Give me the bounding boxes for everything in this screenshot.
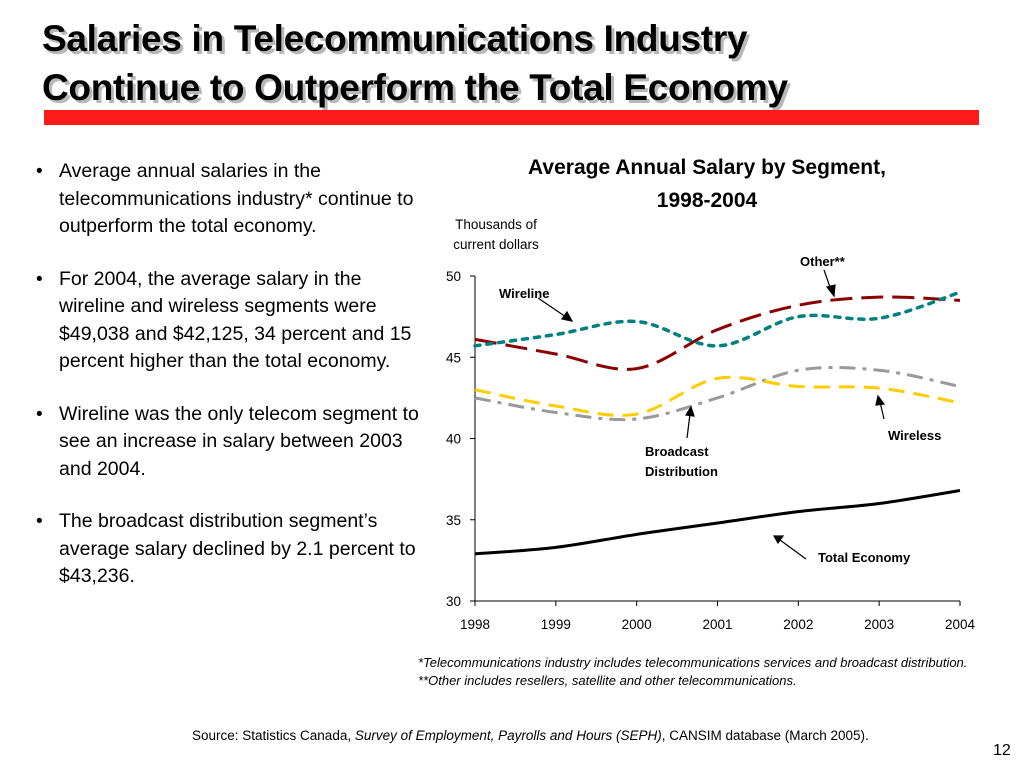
arrow-wireline-head xyxy=(560,310,574,322)
arrow-broadcast xyxy=(686,413,691,439)
salary-line-chart: Average Annual Salary by Segment, 1998-2… xyxy=(446,156,976,632)
slide-title-line-1: Salaries in Telecommunications Industry xyxy=(42,18,748,59)
x-tick-label: 2002 xyxy=(783,617,813,632)
source-prefix: Source: Statistics Canada, xyxy=(192,728,355,743)
bullet-glyph: • xyxy=(36,161,43,182)
footnotes: *Telecommunications industry includes te… xyxy=(418,654,1018,690)
bullet-item: • The broadcast distribution segment’s av… xyxy=(28,508,420,591)
bullet-text: The broadcast distribution segment’s ave… xyxy=(59,510,416,587)
source-citation: Source: Statistics Canada, Survey of Emp… xyxy=(192,728,869,743)
bullet-list: • Average annual salaries in the telecomm… xyxy=(28,158,420,616)
y-tick-label: 50 xyxy=(446,269,461,284)
series-line-total-economy xyxy=(474,489,961,556)
x-tick-label: 1999 xyxy=(541,617,571,632)
slide-title: Salaries in Telecommunications Industry … xyxy=(42,14,972,112)
bullet-glyph: • xyxy=(36,511,43,532)
footnote-telecom-definition: *Telecommunications industry includes te… xyxy=(418,655,968,670)
series-line-broadcast-distribution xyxy=(474,365,961,422)
bullet-text: Wireline was the only telecom segment to… xyxy=(59,402,419,480)
annotation-broadcast: Broadcast xyxy=(645,444,709,459)
arrow-wireline xyxy=(537,297,567,318)
arrow-broadcast-head xyxy=(684,405,695,417)
chart-title-line-1: Average Annual Salary by Segment, xyxy=(528,156,886,179)
chart-series-group xyxy=(473,290,962,556)
x-tick-label: 2004 xyxy=(945,617,976,632)
bullet-item: • Wireline was the only telecom segment t… xyxy=(28,401,420,484)
arrow-total-economy xyxy=(779,539,807,560)
y-axis-label-line-2: current dollars xyxy=(453,237,539,252)
chart-axes: 30 35 40 45 50 1998 1999 2000 2001 2002 2003 2004 xyxy=(446,269,976,632)
annotation-wireline: Wireline xyxy=(499,286,549,301)
y-tick-label: 30 xyxy=(446,594,461,609)
series-line-wireless xyxy=(474,375,961,417)
y-axis-label-line-1: Thousands of xyxy=(455,217,537,232)
bullet-text: Average annual salaries in the telecommu… xyxy=(59,160,414,237)
annotation-total-economy: Total Economy xyxy=(818,550,911,565)
annotation-other: Other** xyxy=(800,254,846,269)
bullet-item: • For 2004, the average salary in the wir… xyxy=(28,266,420,376)
annotation-distribution: Distribution xyxy=(645,464,718,479)
chart-title-line-2: 1998-2004 xyxy=(657,189,758,212)
bullet-item: • Average annual salaries in the telecomm… xyxy=(28,158,420,241)
bullet-glyph: • xyxy=(36,403,43,425)
x-tick-label: 2001 xyxy=(702,617,732,632)
bullet-glyph: • xyxy=(36,268,43,290)
arrow-other-head xyxy=(825,284,836,298)
source-survey-name: Survey of Employment, Payrolls and Hours… xyxy=(354,728,662,743)
y-tick-label: 35 xyxy=(446,513,461,528)
footnote-other-definition: **Other includes resellers, satellite an… xyxy=(418,673,797,688)
annotation-arrows xyxy=(537,269,886,560)
y-tick-label: 40 xyxy=(446,432,461,447)
title-underline-bar xyxy=(44,110,979,125)
annotation-wireless: Wireless xyxy=(888,428,941,443)
y-tick-label: 45 xyxy=(446,350,461,365)
source-suffix: , CANSIM database (March 2005). xyxy=(661,728,869,743)
series-line-wireline xyxy=(474,295,961,371)
arrow-wireless-head xyxy=(875,394,886,406)
arrow-total-economy-head xyxy=(772,535,785,545)
slide-title-line-2: Continue to Outperform the Total Economy xyxy=(42,67,788,108)
x-tick-label: 1998 xyxy=(460,617,490,632)
page-number: 12 xyxy=(993,742,1011,759)
x-tick-label: 2000 xyxy=(622,617,652,632)
x-tick-label: 2003 xyxy=(864,617,894,632)
bullet-text: For 2004, the average salary in the wire… xyxy=(59,267,412,373)
